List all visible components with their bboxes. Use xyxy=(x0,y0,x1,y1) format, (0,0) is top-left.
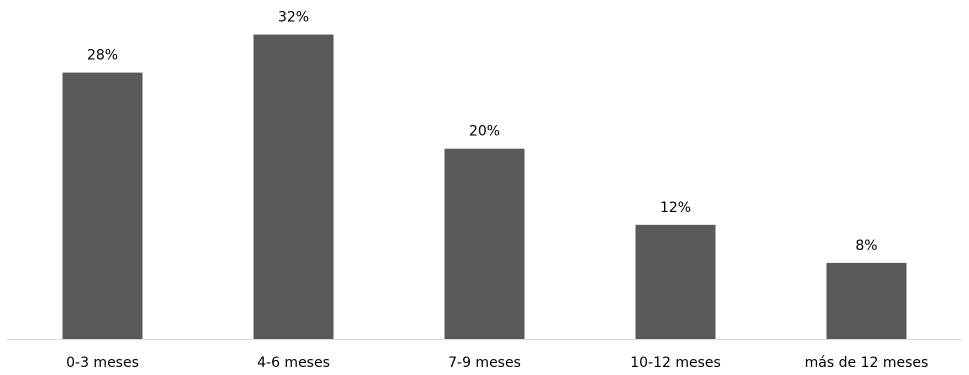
value-labels-group: 28% 32% 20% 12% 8% xyxy=(87,10,878,254)
bars-group xyxy=(62,34,907,340)
x-tick-label-0: 0-3 meses xyxy=(66,355,139,371)
value-label-3: 12% xyxy=(660,200,691,216)
bar-3 xyxy=(635,224,716,339)
bar-0 xyxy=(62,72,143,339)
x-tick-label-2: 7-9 meses xyxy=(448,355,521,371)
x-tick-label-1: 4-6 meses xyxy=(257,355,330,371)
value-label-1: 32% xyxy=(278,10,309,26)
bar-1 xyxy=(253,34,334,340)
bar-4 xyxy=(826,262,907,339)
x-tick-label-4: más de 12 meses xyxy=(805,355,929,371)
value-label-0: 28% xyxy=(87,48,118,64)
value-label-2: 20% xyxy=(469,124,500,140)
x-tick-labels-group: 0-3 meses 4-6 meses 7-9 meses 10-12 meses má… xyxy=(66,355,928,371)
x-tick-label-3: 10-12 meses xyxy=(630,355,721,371)
value-label-4: 8% xyxy=(855,238,877,254)
bar-2 xyxy=(444,148,525,339)
